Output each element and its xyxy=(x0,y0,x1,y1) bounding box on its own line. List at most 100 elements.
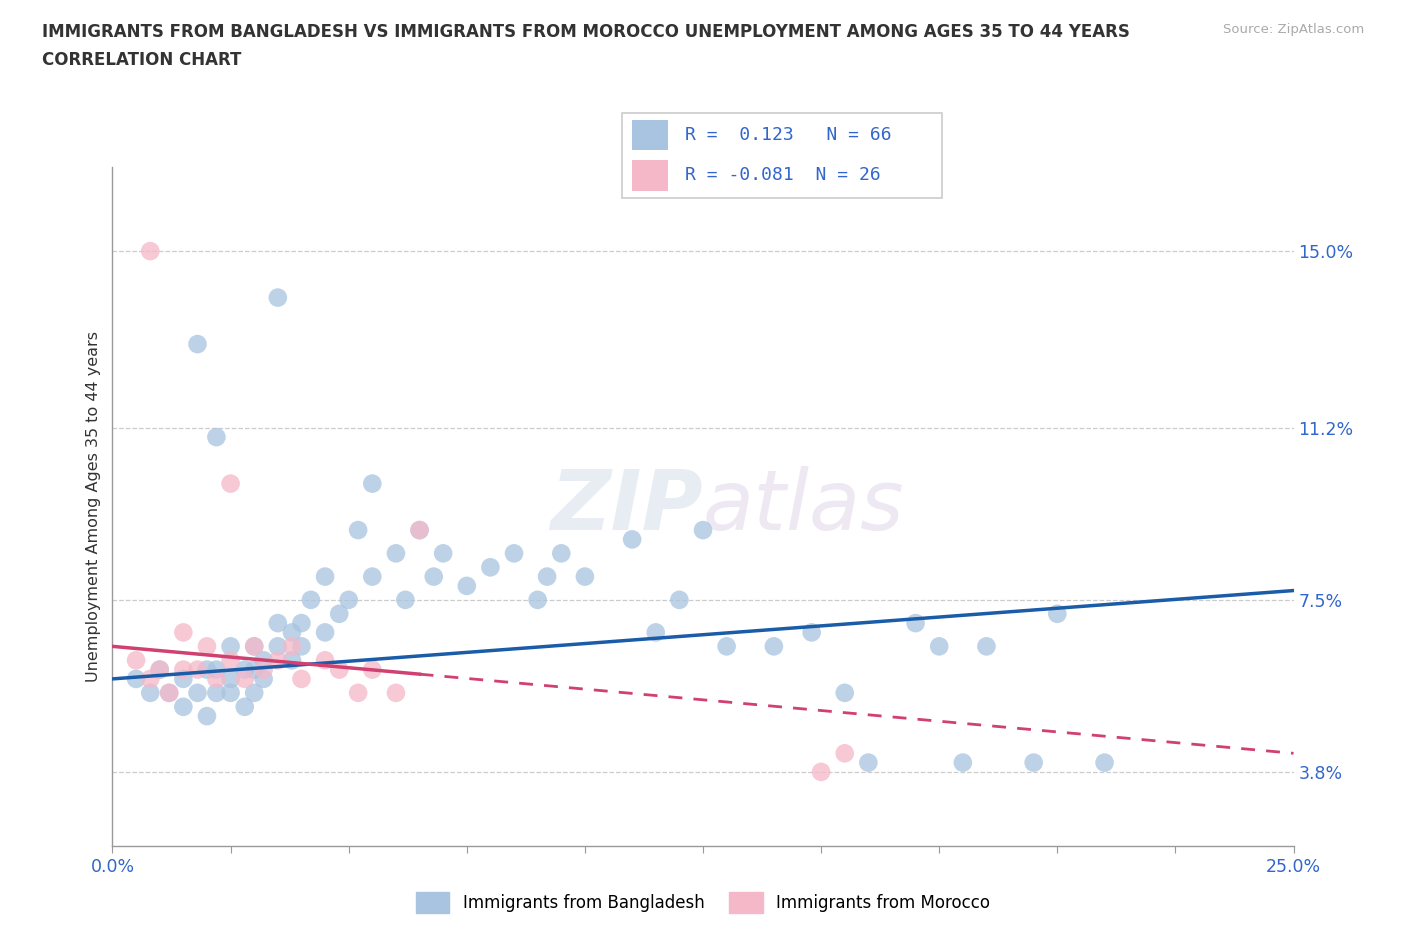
Point xyxy=(233,699,256,714)
Point xyxy=(149,662,172,677)
Point xyxy=(125,671,148,686)
Bar xyxy=(631,120,668,151)
Point xyxy=(219,685,242,700)
Point xyxy=(800,625,823,640)
Point xyxy=(361,662,384,677)
Point xyxy=(267,639,290,654)
Point xyxy=(195,639,218,654)
Point xyxy=(172,662,194,677)
Point xyxy=(337,592,360,607)
Point xyxy=(281,653,304,668)
Point xyxy=(172,671,194,686)
Point xyxy=(574,569,596,584)
Point xyxy=(267,616,290,631)
Point xyxy=(328,662,350,677)
Point xyxy=(219,671,242,686)
Point xyxy=(186,337,208,352)
Point xyxy=(928,639,950,654)
Point xyxy=(253,671,276,686)
Point xyxy=(361,476,384,491)
Point xyxy=(361,569,384,584)
Point xyxy=(408,523,430,538)
Point xyxy=(290,671,312,686)
Point xyxy=(904,616,927,631)
Point xyxy=(233,662,256,677)
Point xyxy=(385,546,408,561)
Point xyxy=(314,569,336,584)
Point xyxy=(139,685,162,700)
Point xyxy=(952,755,974,770)
Text: R = -0.081  N = 26: R = -0.081 N = 26 xyxy=(685,166,880,184)
Point xyxy=(139,671,162,686)
Point xyxy=(205,662,228,677)
Point xyxy=(205,685,228,700)
Point xyxy=(299,592,322,607)
Point xyxy=(385,685,408,700)
Point xyxy=(243,662,266,677)
Point xyxy=(219,476,242,491)
Point xyxy=(503,546,526,561)
Point xyxy=(347,685,370,700)
Point xyxy=(621,532,644,547)
Point xyxy=(408,523,430,538)
Point xyxy=(205,671,228,686)
Text: R =  0.123   N = 66: R = 0.123 N = 66 xyxy=(685,126,891,143)
Point xyxy=(1022,755,1045,770)
Point xyxy=(205,430,228,445)
Point xyxy=(186,662,208,677)
Point xyxy=(328,606,350,621)
Point xyxy=(536,569,558,584)
Point xyxy=(219,639,242,654)
Point xyxy=(976,639,998,654)
Point xyxy=(243,639,266,654)
Text: atlas: atlas xyxy=(703,466,904,548)
Point xyxy=(186,685,208,700)
FancyBboxPatch shape xyxy=(621,113,942,198)
Point xyxy=(281,625,304,640)
Point xyxy=(139,244,162,259)
Point xyxy=(479,560,502,575)
Point xyxy=(314,653,336,668)
Point xyxy=(834,746,856,761)
Point xyxy=(219,653,242,668)
Point xyxy=(422,569,444,584)
Point xyxy=(253,662,276,677)
Text: ZIP: ZIP xyxy=(550,466,703,548)
Point xyxy=(432,546,454,561)
Point xyxy=(456,578,478,593)
Point xyxy=(195,662,218,677)
Text: CORRELATION CHART: CORRELATION CHART xyxy=(42,51,242,69)
Point xyxy=(810,764,832,779)
Point xyxy=(716,639,738,654)
Point xyxy=(157,685,180,700)
Point xyxy=(762,639,785,654)
Point xyxy=(195,709,218,724)
Point xyxy=(172,699,194,714)
Point xyxy=(834,685,856,700)
Point xyxy=(243,685,266,700)
Legend: Immigrants from Bangladesh, Immigrants from Morocco: Immigrants from Bangladesh, Immigrants f… xyxy=(409,885,997,920)
Point xyxy=(253,653,276,668)
Point xyxy=(1094,755,1116,770)
Bar xyxy=(631,160,668,192)
Text: IMMIGRANTS FROM BANGLADESH VS IMMIGRANTS FROM MOROCCO UNEMPLOYMENT AMONG AGES 35: IMMIGRANTS FROM BANGLADESH VS IMMIGRANTS… xyxy=(42,23,1130,41)
Point xyxy=(314,625,336,640)
Point xyxy=(281,639,304,654)
Point xyxy=(233,671,256,686)
Point xyxy=(526,592,548,607)
Text: Source: ZipAtlas.com: Source: ZipAtlas.com xyxy=(1223,23,1364,36)
Point xyxy=(290,639,312,654)
Point xyxy=(157,685,180,700)
Point xyxy=(858,755,880,770)
Point xyxy=(243,639,266,654)
Point xyxy=(172,625,194,640)
Point xyxy=(149,662,172,677)
Y-axis label: Unemployment Among Ages 35 to 44 years: Unemployment Among Ages 35 to 44 years xyxy=(86,331,101,683)
Point xyxy=(125,653,148,668)
Point xyxy=(267,653,290,668)
Point xyxy=(1046,606,1069,621)
Point xyxy=(347,523,370,538)
Point xyxy=(290,616,312,631)
Point xyxy=(267,290,290,305)
Point xyxy=(668,592,690,607)
